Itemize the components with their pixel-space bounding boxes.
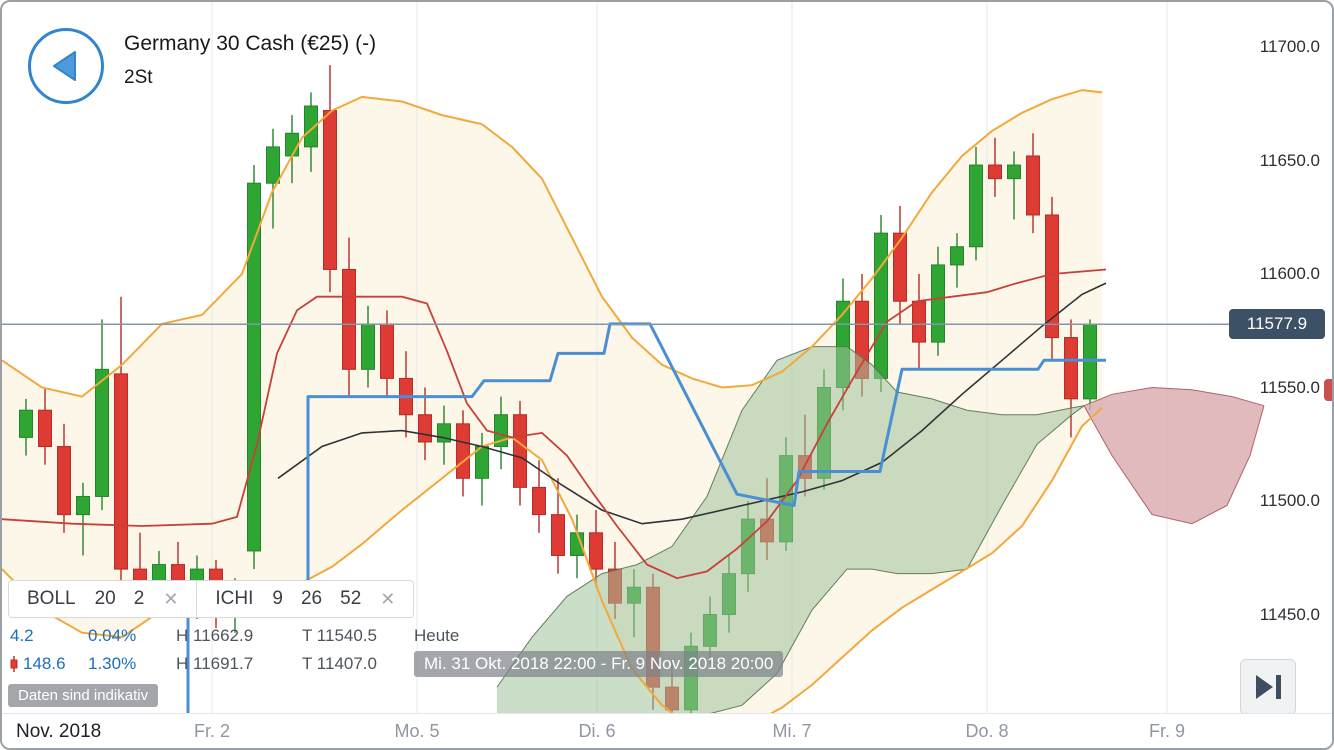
- candle-up: [1007, 164, 1021, 180]
- candle-down: [1026, 155, 1040, 216]
- stats-row-today: 4.2 0.04% H 11662.9 T 11540.5 Heute: [10, 622, 783, 650]
- panel-divider: [196, 581, 198, 617]
- candle-down: [456, 423, 470, 479]
- timeframe-label[interactable]: 2St: [124, 67, 153, 88]
- price-axis-label: 11550.0: [1259, 377, 1320, 397]
- mini-candle-icon: [10, 656, 18, 672]
- candle-up: [874, 232, 888, 379]
- bollinger-middle-line: [277, 282, 1107, 525]
- price-marker-red: [1324, 379, 1332, 401]
- ichi-close-icon[interactable]: ✕: [380, 588, 396, 609]
- candle-down: [589, 532, 603, 570]
- candle-up: [76, 495, 90, 516]
- ichi-param-3: 52: [340, 588, 362, 609]
- candle-up: [95, 368, 109, 497]
- low-today: T 11540.5: [302, 626, 377, 645]
- chart-header: Germany 30 Cash (€25) (-) 2St: [28, 28, 376, 104]
- high-today: H 11662.9: [176, 626, 254, 645]
- kijun-line: [142, 322, 1106, 725]
- skip-to-end-icon: [1255, 675, 1281, 699]
- price-axis-label: 11650.0: [1259, 150, 1320, 170]
- candle-down: [342, 268, 356, 370]
- candle-up: [494, 414, 508, 448]
- back-button[interactable]: [28, 28, 104, 104]
- price-axis: 11700.0 11650.0 11600.0 11550.0 11500.0 11450…: [1210, 2, 1320, 718]
- ichi-label: ICHI: [215, 588, 254, 609]
- price-axis-label: 11500.0: [1259, 491, 1320, 510]
- stats-overlay: 4.2 0.04% H 11662.9 T 11540.5 Heute 148.…: [10, 622, 784, 678]
- candle-down: [57, 446, 71, 516]
- period-today-label: Heute: [414, 626, 460, 645]
- period-range-label: Mi. 31 Okt. 2018 22:00 - Fr. 9 Nov. 2018…: [414, 651, 784, 677]
- title-block: Germany 30 Cash (€25) (-) 2St: [124, 28, 376, 89]
- candle-up: [950, 246, 964, 266]
- candle-up: [19, 409, 33, 438]
- range-total: 148.6: [10, 654, 88, 674]
- candle-down: [38, 409, 52, 448]
- disclaimer-note: Daten sind indikativ: [8, 684, 159, 707]
- ichimoku-cloud-bearish-edge: [1083, 386, 1265, 407]
- candle-up: [969, 164, 983, 248]
- price-axis-label: 11700.0: [1259, 37, 1320, 56]
- candle-down: [988, 164, 1002, 180]
- candle-up: [361, 323, 375, 370]
- candle-down: [912, 300, 926, 343]
- instrument-title: Germany 30 Cash (€25) (-): [124, 32, 377, 55]
- candle-down: [418, 414, 432, 443]
- candle-down: [380, 323, 394, 379]
- ichi-param-2: 26: [300, 588, 323, 609]
- candle-down: [114, 373, 128, 570]
- time-axis-label: Mo. 5: [394, 721, 440, 741]
- time-axis-label: Fr. 9: [1148, 721, 1185, 741]
- price-axis-label: 11600.0: [1259, 264, 1320, 283]
- range-total-percent: 1.30%: [88, 654, 137, 673]
- time-axis-label: Fr. 2: [193, 721, 230, 741]
- price-axis-label: 11450.0: [1259, 604, 1320, 624]
- candle-down: [893, 232, 907, 302]
- ichimoku-cloud-bearish: [1084, 387, 1264, 524]
- time-axis-label: Nov. 2018: [16, 721, 102, 742]
- ichi-param-1: 9: [272, 588, 283, 609]
- change-today: 4.2: [10, 626, 34, 645]
- ichimoku-cloud-bearish-edge: [1083, 405, 1265, 525]
- candle-up: [931, 264, 945, 343]
- candle-up: [266, 146, 280, 184]
- ichimoku-cloud-bullish: [497, 346, 1084, 738]
- indicator-ichi[interactable]: ICHI 9 26 52 ✕: [197, 581, 413, 617]
- indicator-panel: BOLL 20 2 ✕ ICHI 9 26 52 ✕: [8, 580, 415, 618]
- candle-up: [304, 105, 318, 148]
- high-range: H 11691.7: [176, 654, 254, 673]
- change-today-percent: 0.04%: [88, 626, 137, 645]
- candle-down: [513, 414, 527, 488]
- boll-close-icon[interactable]: ✕: [163, 588, 179, 609]
- skip-to-latest-button[interactable]: [1240, 659, 1296, 715]
- time-axis-label: Mi. 7: [772, 721, 812, 741]
- candle-down: [323, 110, 337, 270]
- boll-param-1: 20: [94, 588, 116, 609]
- low-range: T 11407.0: [302, 654, 377, 673]
- time-axis-label: Di. 6: [578, 721, 616, 741]
- candle-up: [285, 132, 299, 157]
- stats-row-range: 148.6 1.30% H 11691.7 T 11407.0 Mi. 31 O…: [10, 650, 784, 678]
- bollinger-upper-line: [2, 89, 1103, 398]
- time-axis-label: Do. 8: [965, 721, 1009, 741]
- current-price-tag: 11577.9: [1229, 309, 1325, 340]
- tenkan-line: [2, 268, 1107, 580]
- back-arrow-icon: [53, 51, 76, 81]
- candle-down: [1064, 337, 1078, 400]
- candle-up: [247, 182, 261, 552]
- candle-down: [532, 486, 546, 516]
- boll-label: BOLL: [27, 588, 76, 609]
- candle-down: [551, 514, 565, 556]
- time-axis: Nov. 2018 Fr. 2 Mo. 5 Di. 6 Mi. 7 Do. 8 Fr. 9: [2, 713, 1332, 748]
- indicator-boll[interactable]: BOLL 20 2 ✕: [9, 581, 196, 617]
- boll-param-2: 2: [133, 588, 145, 609]
